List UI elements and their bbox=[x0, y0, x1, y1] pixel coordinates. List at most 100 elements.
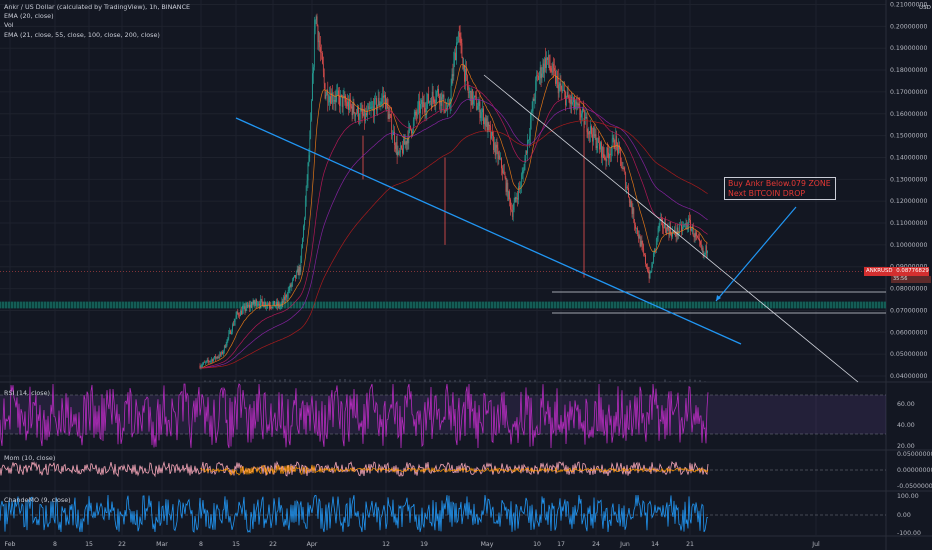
candle-body bbox=[447, 105, 448, 111]
candle-body bbox=[339, 95, 340, 106]
candle-body bbox=[322, 63, 324, 73]
candle-body bbox=[373, 106, 375, 117]
candle-body bbox=[597, 137, 599, 147]
candle-body bbox=[529, 136, 530, 140]
candle-body bbox=[372, 106, 374, 108]
candle-body bbox=[645, 254, 646, 264]
candle-body bbox=[388, 114, 390, 119]
momentum-tick: 0.00000000 bbox=[897, 467, 932, 474]
candle-body bbox=[682, 226, 683, 231]
candle-body bbox=[413, 116, 415, 120]
candle-body bbox=[227, 337, 229, 340]
candle-body bbox=[473, 97, 474, 105]
candle-body bbox=[588, 131, 590, 135]
candle-body bbox=[630, 200, 632, 207]
candle-body bbox=[576, 101, 578, 105]
candle-body bbox=[463, 65, 465, 70]
candle-body bbox=[412, 119, 414, 131]
candle-body bbox=[387, 106, 389, 119]
candle-body bbox=[522, 170, 524, 175]
candle-body bbox=[445, 108, 447, 112]
candle-body bbox=[488, 122, 490, 127]
candle-body bbox=[341, 95, 343, 107]
candle-body bbox=[693, 236, 695, 238]
legend-vol[interactable]: Vol bbox=[4, 21, 14, 30]
legend-symbol[interactable]: Ankr / US Dollar (calculated by TradingV… bbox=[4, 3, 191, 11]
candle-body bbox=[405, 141, 407, 145]
candle-body bbox=[317, 25, 319, 43]
candle-body bbox=[438, 88, 439, 96]
momentum-line-active bbox=[199, 464, 709, 477]
candle-body bbox=[258, 304, 259, 305]
candle-body bbox=[594, 134, 596, 137]
candle-body bbox=[267, 304, 268, 306]
annotation-line-1: Buy Ankr Below.079 ZONE bbox=[728, 179, 831, 188]
candle-body bbox=[641, 240, 643, 245]
candle-body bbox=[625, 173, 627, 189]
candle-body bbox=[310, 120, 312, 138]
candle-body bbox=[578, 103, 580, 106]
candle-body bbox=[430, 101, 431, 102]
candle-body bbox=[678, 232, 680, 235]
candle-body bbox=[654, 248, 655, 254]
candle-body bbox=[500, 158, 501, 159]
time-tick: Mar bbox=[156, 541, 168, 548]
candle-body bbox=[374, 98, 375, 117]
candle-body bbox=[329, 96, 330, 103]
candle-body bbox=[216, 357, 218, 358]
candle-body bbox=[254, 302, 256, 304]
chande-tick: -100.00 bbox=[897, 530, 921, 537]
candle-body bbox=[574, 97, 575, 109]
candle-body bbox=[322, 53, 323, 64]
candle-body bbox=[241, 309, 243, 315]
candle-body bbox=[658, 226, 660, 228]
chande-line bbox=[0, 494, 709, 534]
candle-body bbox=[200, 366, 202, 369]
candle-body bbox=[416, 114, 418, 116]
candle-body bbox=[305, 185, 307, 202]
candle-body bbox=[653, 253, 654, 264]
candle-body bbox=[421, 99, 423, 108]
candle-body bbox=[556, 76, 557, 84]
candle-body bbox=[316, 16, 318, 26]
candle-body bbox=[566, 91, 568, 96]
candle-body bbox=[638, 235, 640, 239]
candle-body bbox=[539, 67, 541, 76]
chande-label[interactable]: ChandeMO (9, close) bbox=[4, 496, 71, 504]
price-tick: 0.15000000 bbox=[890, 133, 927, 140]
candle-body bbox=[453, 60, 455, 77]
candle-body bbox=[395, 142, 397, 149]
candle-body bbox=[694, 232, 696, 238]
candle-body bbox=[428, 93, 429, 103]
candle-body bbox=[336, 92, 338, 95]
candle-body bbox=[480, 115, 482, 118]
ema-100-line bbox=[199, 98, 708, 369]
candle-body bbox=[513, 202, 515, 210]
candle-body bbox=[489, 126, 491, 128]
price-axis[interactable]: 0.21000000 0.20000000 0.19000000 0.18000000… bbox=[890, 2, 932, 538]
candle-body bbox=[688, 218, 690, 228]
rsi-label[interactable]: RSI (14, close) bbox=[4, 389, 51, 397]
price-tick: 0.11000000 bbox=[890, 220, 927, 227]
candle-body bbox=[639, 235, 641, 247]
candle-body bbox=[628, 197, 630, 203]
candle-body bbox=[400, 145, 402, 153]
legend-ema20[interactable]: EMA (20, close) bbox=[4, 12, 54, 21]
candle-body bbox=[479, 101, 481, 118]
candle-body bbox=[335, 94, 337, 102]
chande-tick: 0.00 bbox=[897, 512, 911, 519]
candle-body bbox=[448, 103, 449, 106]
candle-body bbox=[250, 304, 251, 308]
time-axis[interactable]: Feb 8 15 22 Mar 8 15 22 Apr 12 19 May 10 17 24 Jun 14 21 J… bbox=[5, 541, 820, 548]
legend-ema-multi[interactable]: EMA (21, close, 55, close, 100, close, 2… bbox=[4, 30, 160, 39]
candle-body bbox=[635, 225, 636, 229]
momentum-label[interactable]: Mom (10, close) bbox=[4, 454, 56, 462]
price-tick: 0.08000000 bbox=[890, 286, 927, 293]
candle-body bbox=[435, 99, 437, 104]
candle-body bbox=[612, 137, 614, 139]
time-tick: 10 bbox=[533, 541, 541, 548]
candle-body bbox=[686, 223, 688, 228]
candle-body bbox=[304, 201, 306, 219]
candle-body bbox=[406, 138, 408, 145]
